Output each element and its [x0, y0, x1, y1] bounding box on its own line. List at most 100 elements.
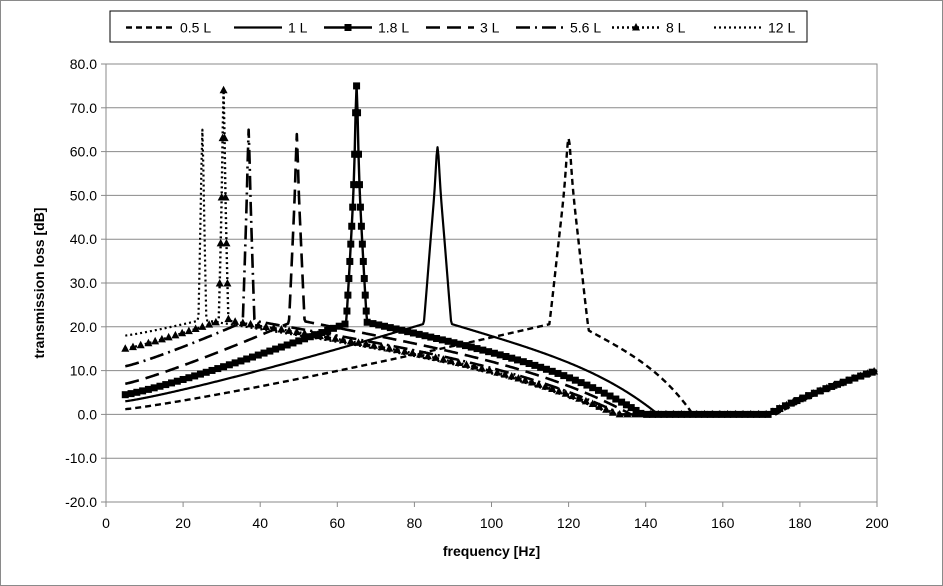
series-marker	[139, 387, 147, 395]
series-marker	[254, 351, 262, 359]
series-line	[125, 128, 878, 416]
y-tick-label: 20.0	[70, 319, 97, 335]
x-tick-label: 140	[634, 515, 658, 531]
series-marker	[398, 326, 406, 334]
series-marker	[191, 372, 199, 380]
series-marker	[198, 322, 207, 330]
y-tick-label: -20.0	[65, 494, 97, 510]
y-tick-label: 40.0	[70, 231, 97, 247]
series-marker	[602, 405, 611, 413]
x-tick-label: 0	[102, 515, 110, 531]
series-marker	[220, 363, 228, 371]
series-marker	[214, 365, 222, 373]
series-marker	[588, 399, 597, 408]
series-marker	[369, 320, 377, 328]
series-marker	[168, 379, 176, 387]
series-marker	[612, 395, 620, 403]
series-marker	[295, 337, 303, 345]
y-axis-label: transmission loss [dB]	[31, 208, 47, 359]
series-marker	[243, 355, 251, 363]
series-marker	[534, 380, 543, 388]
y-tick-label: 70.0	[70, 100, 97, 116]
y-tick-label: 50.0	[70, 187, 97, 203]
x-tick-label: 100	[480, 515, 504, 531]
series-marker	[223, 278, 232, 287]
series-marker	[507, 372, 516, 380]
series-marker	[254, 321, 263, 329]
series-marker	[473, 345, 481, 353]
legend-marker	[344, 24, 352, 31]
series-marker	[344, 291, 352, 299]
series-marker	[350, 181, 358, 189]
series-marker	[121, 344, 130, 352]
series-marker	[554, 386, 563, 395]
series-marker	[156, 382, 164, 390]
series-marker	[849, 373, 858, 382]
series-marker	[231, 359, 239, 367]
series-marker	[594, 386, 602, 394]
series-marker	[359, 257, 367, 265]
series-marker	[171, 330, 180, 339]
series-1-8-l	[121, 82, 878, 418]
series-marker	[677, 409, 686, 418]
series-marker	[360, 275, 368, 283]
series-marker	[357, 222, 365, 230]
series-marker	[775, 404, 784, 412]
series-marker	[323, 332, 332, 341]
series-marker	[508, 354, 516, 362]
series-marker	[185, 374, 193, 382]
series-marker	[231, 317, 240, 325]
y-tick-label: 80.0	[70, 56, 97, 72]
series-marker	[409, 329, 417, 337]
series-marker	[541, 382, 550, 390]
series-marker	[348, 222, 356, 230]
series-marker	[269, 323, 278, 332]
series-line	[124, 132, 878, 416]
series-marker	[375, 321, 383, 329]
series-line	[124, 128, 878, 416]
series-marker	[477, 364, 486, 372]
series-marker	[408, 348, 417, 357]
series-marker	[179, 375, 187, 383]
series-marker	[277, 343, 285, 351]
series-marker	[456, 340, 464, 348]
series-marker	[392, 325, 400, 333]
series-marker	[184, 326, 193, 335]
series-marker	[542, 365, 550, 373]
series-marker	[485, 348, 493, 356]
series-marker	[404, 328, 412, 336]
x-tick-label: 180	[788, 515, 812, 531]
series-marker	[386, 324, 394, 332]
legend-label: 8 L	[666, 20, 686, 36]
series-marker	[266, 347, 274, 355]
series-marker	[133, 388, 141, 396]
series-marker	[343, 307, 351, 315]
legend-label: 1 L	[288, 20, 308, 36]
series-marker	[144, 385, 152, 393]
series-marker	[157, 334, 166, 343]
series-marker	[521, 375, 530, 384]
series-marker	[583, 381, 591, 389]
series-marker	[363, 318, 371, 326]
legend-label: 12 L	[768, 20, 795, 36]
series-marker	[202, 368, 210, 376]
series-marker	[462, 360, 471, 368]
series-marker	[308, 330, 317, 338]
series-marker	[632, 406, 640, 414]
series-marker	[285, 326, 294, 334]
series-marker	[423, 351, 432, 360]
series-marker	[618, 398, 626, 406]
series-12-l	[125, 128, 878, 416]
series-marker	[248, 353, 256, 361]
series-marker	[754, 409, 763, 418]
series-marker	[121, 391, 129, 399]
series-marker	[162, 381, 170, 389]
series-marker	[623, 409, 632, 418]
series-marker	[151, 336, 160, 345]
series-marker	[548, 367, 556, 375]
series-marker	[150, 384, 158, 392]
series-marker	[349, 203, 357, 211]
series-marker	[354, 109, 362, 117]
series-marker	[216, 238, 225, 247]
series-marker	[346, 337, 355, 345]
